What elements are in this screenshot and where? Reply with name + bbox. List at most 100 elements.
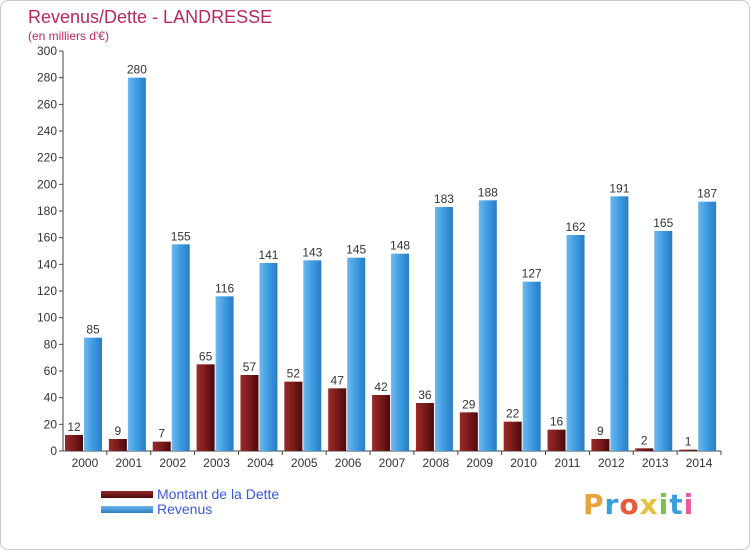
- bar-debt: [415, 403, 434, 451]
- bar-debt: [591, 439, 610, 451]
- bar-debt: [284, 381, 303, 451]
- y-tick-label: 100: [37, 311, 57, 325]
- logo-letter: o: [619, 488, 640, 521]
- data-label-debt: 22: [506, 407, 520, 421]
- bar-debt: [152, 441, 171, 451]
- data-label-debt: 16: [550, 415, 564, 429]
- y-tick-label: 280: [37, 71, 57, 85]
- bar-debt: [108, 439, 127, 451]
- y-tick-label: 160: [37, 231, 57, 245]
- y-tick-label: 200: [37, 177, 57, 191]
- data-label-revenue: 183: [434, 192, 454, 206]
- data-label-debt: 1: [685, 435, 692, 449]
- x-tick-label: 2010: [510, 456, 537, 470]
- data-label-revenue: 280: [127, 63, 147, 77]
- logo-letter: t: [669, 488, 684, 521]
- data-label-debt: 9: [597, 424, 604, 438]
- chart-subtitle: (en milliers d'€): [28, 29, 109, 43]
- data-label-revenue: 116: [215, 281, 234, 295]
- bar-revenue: [654, 231, 673, 451]
- bar-debt: [679, 449, 698, 451]
- bar-revenue: [478, 200, 497, 451]
- x-tick-label: 2004: [247, 456, 274, 470]
- legend-label-revenue: Revenus: [157, 501, 213, 517]
- x-tick-label: 2002: [159, 456, 186, 470]
- y-tick-label: 80: [44, 337, 58, 351]
- bar-revenue: [391, 253, 410, 451]
- bar-revenue: [698, 201, 717, 451]
- data-label-revenue: 143: [302, 245, 322, 259]
- data-label-revenue: 127: [522, 267, 542, 281]
- x-tick-label: 2006: [335, 456, 362, 470]
- data-label-debt: 2: [641, 433, 648, 447]
- x-tick-label: 2013: [642, 456, 669, 470]
- bar-debt: [65, 435, 83, 451]
- data-label-debt: 65: [199, 349, 213, 363]
- bar-revenue: [434, 207, 453, 451]
- data-label-debt: 7: [158, 427, 165, 441]
- bar-revenue: [127, 77, 146, 452]
- bar-debt: [635, 448, 654, 451]
- bar-revenue: [171, 244, 190, 451]
- legend-label-debt: Montant de la Dette: [157, 486, 280, 502]
- bar-debt: [459, 412, 478, 451]
- y-tick-label: 300: [37, 44, 57, 58]
- bar-debt: [503, 421, 522, 451]
- proxiti-logo: Proxiti: [583, 488, 694, 521]
- bar-revenue: [347, 257, 366, 451]
- bar-revenue: [259, 263, 278, 451]
- legend-swatch-revenue: [101, 506, 153, 513]
- data-label-debt: 29: [462, 397, 476, 411]
- y-tick-label: 0: [50, 444, 57, 458]
- x-tick-label: 2014: [686, 456, 713, 470]
- y-tick-label: 60: [44, 364, 58, 378]
- data-label-revenue: 191: [609, 181, 629, 195]
- data-label-revenue: 162: [566, 220, 586, 234]
- data-label-debt: 42: [374, 380, 388, 394]
- data-label-debt: 57: [243, 360, 257, 374]
- data-label-revenue: 165: [653, 216, 673, 230]
- data-label-debt: 36: [418, 388, 432, 402]
- chart-title: Revenus/Dette - LANDRESSE: [28, 7, 273, 27]
- x-tick-label: 2001: [115, 456, 142, 470]
- data-label-debt: 12: [67, 420, 81, 434]
- data-label-revenue: 188: [478, 185, 498, 199]
- data-label-debt: 47: [331, 373, 345, 387]
- x-tick-label: 2005: [291, 456, 318, 470]
- data-label-revenue: 145: [346, 243, 366, 257]
- y-tick-label: 40: [44, 391, 58, 405]
- logo-letter: x: [639, 488, 659, 521]
- y-tick-label: 240: [37, 124, 57, 138]
- data-label-revenue: 148: [390, 239, 410, 253]
- logo-letter: i: [683, 488, 695, 521]
- x-tick-label: 2003: [203, 456, 230, 470]
- x-tick-label: 2012: [598, 456, 625, 470]
- bar-revenue: [303, 260, 322, 451]
- data-label-debt: 52: [287, 367, 301, 381]
- bar-revenue: [566, 235, 585, 451]
- x-tick-label: 2008: [423, 456, 450, 470]
- data-label-revenue: 155: [171, 229, 191, 243]
- logo-letter: i: [658, 488, 670, 521]
- data-label-revenue: 85: [86, 323, 100, 337]
- bar-revenue: [84, 337, 102, 451]
- logo-letter: P: [583, 488, 605, 521]
- x-tick-label: 2009: [466, 456, 493, 470]
- y-tick-label: 220: [37, 151, 57, 165]
- x-tick-label: 2011: [555, 456, 581, 470]
- bar-revenue: [610, 196, 629, 451]
- logo-letter: r: [604, 488, 620, 521]
- bar-revenue: [215, 296, 234, 451]
- bar-debt: [372, 395, 391, 451]
- y-tick-label: 120: [37, 284, 57, 298]
- bar-debt: [547, 429, 566, 451]
- data-label-revenue: 187: [697, 187, 717, 201]
- y-tick-label: 260: [37, 97, 57, 111]
- x-tick-label: 2000: [72, 456, 99, 470]
- y-tick-label: 140: [37, 257, 57, 271]
- bar-debt: [196, 364, 215, 451]
- data-label-debt: 9: [115, 424, 122, 438]
- bar-debt: [240, 375, 259, 451]
